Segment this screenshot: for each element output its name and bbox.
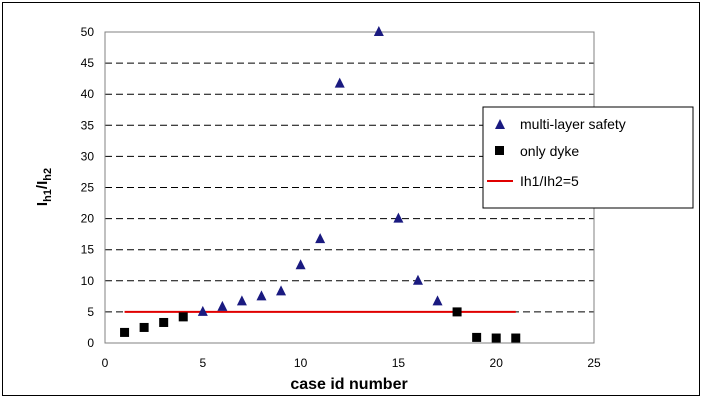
triangle-point: [236, 295, 247, 306]
legend-label-multi-layer-safety: multi-layer safety: [520, 116, 626, 132]
y-tick-labels: 0 5 10 15 20 25 30 35 40 45 50: [81, 25, 95, 350]
y-tick-label: 5: [87, 305, 94, 319]
triangle-point: [256, 290, 267, 301]
triangle-point: [373, 26, 384, 36]
triangle-point: [217, 300, 228, 311]
triangle-point: [334, 77, 345, 88]
y-tick-label: 45: [81, 56, 95, 70]
y-axis-title-main: I: [34, 202, 51, 206]
legend: multi-layer safety only dyke Ih1/Ih2=5: [482, 106, 694, 209]
x-tick-label: 20: [490, 356, 504, 370]
y-axis-title: Ih1/Ih2: [34, 168, 54, 206]
x-tick-label: 25: [587, 356, 601, 370]
legend-triangle-marker: [495, 119, 505, 129]
legend-label-only-dyke: only dyke: [520, 143, 579, 159]
x-tick-label: 10: [294, 356, 308, 370]
x-tick-label: 0: [102, 356, 109, 370]
y-tick-label: 10: [81, 274, 95, 288]
legend-box: [482, 106, 694, 209]
square-point: [178, 312, 188, 322]
y-tick-label: 30: [81, 149, 95, 163]
y-tick-label: 40: [81, 87, 95, 101]
data-points: [120, 26, 521, 343]
y-axis-title-sub1: h1: [42, 189, 54, 202]
triangle-point: [295, 259, 306, 270]
y-axis-title-sep: /I: [34, 181, 51, 189]
y-tick-label: 20: [81, 212, 95, 226]
x-tick-label: 5: [199, 356, 206, 370]
square-point: [139, 322, 149, 332]
square-point: [120, 327, 130, 337]
triangle-point: [432, 295, 443, 306]
y-tick-label: 15: [81, 243, 95, 257]
y-tick-label: 35: [81, 118, 95, 132]
triangle-point: [197, 305, 208, 316]
triangle-point: [276, 285, 287, 296]
square-point: [159, 317, 169, 327]
triangle-point: [393, 212, 404, 223]
y-axis-title-sub2: h2: [42, 168, 54, 181]
legend-square-marker: [495, 146, 504, 155]
triangle-point: [412, 274, 423, 285]
x-axis-title: case id number: [290, 376, 407, 393]
square-point: [472, 332, 482, 342]
square-point: [491, 333, 501, 343]
x-tick-label: 15: [392, 356, 406, 370]
triangle-point: [315, 233, 326, 244]
y-tick-label: 0: [87, 336, 94, 350]
legend-label-reference: Ih1/Ih2=5: [520, 173, 579, 189]
square-point: [511, 333, 521, 343]
square-point: [452, 307, 462, 317]
y-tick-label: 25: [81, 181, 95, 195]
x-tick-labels: 0 5 10 15 20 25: [102, 356, 601, 370]
y-tick-label: 50: [81, 25, 95, 39]
